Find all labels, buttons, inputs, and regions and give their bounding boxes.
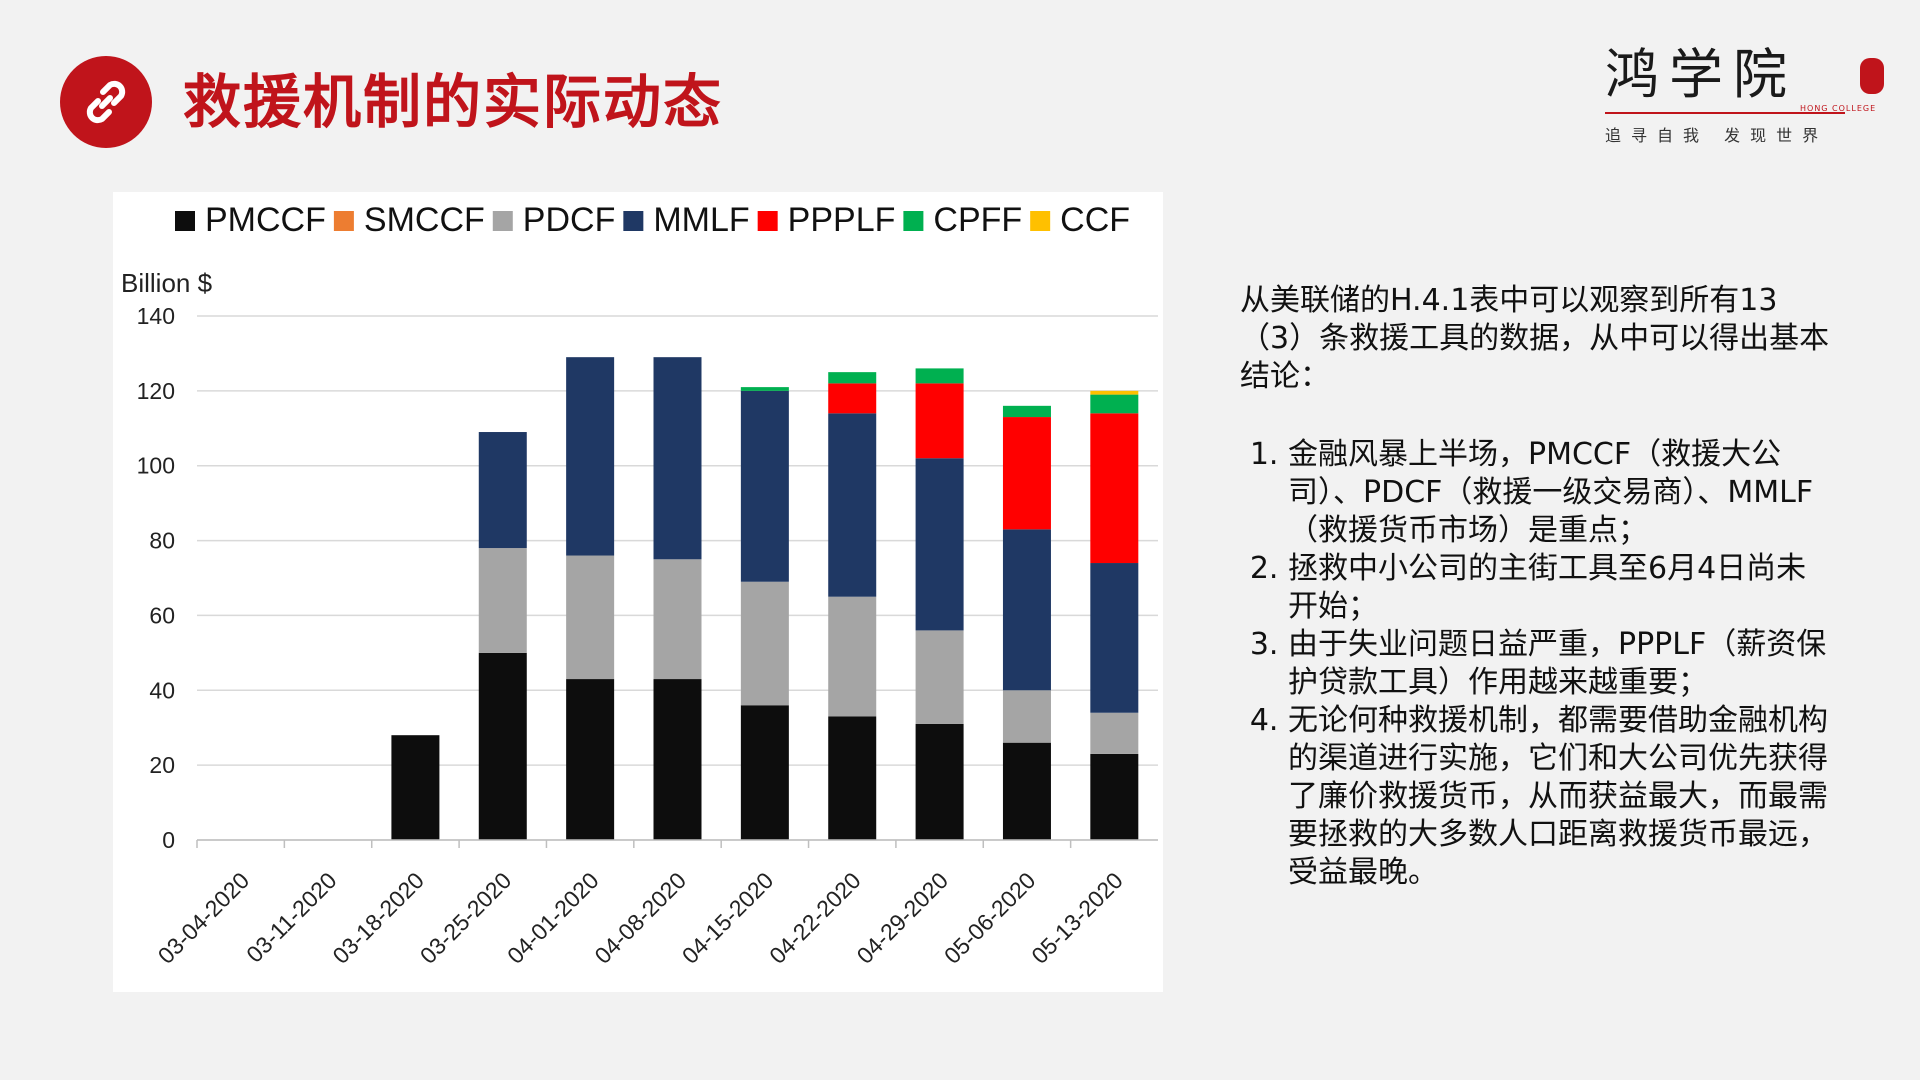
bar-pmccf bbox=[915, 723, 964, 840]
bar-mmlf bbox=[566, 357, 615, 556]
bar-ppplf bbox=[915, 383, 964, 459]
bar-mmlf bbox=[915, 458, 964, 631]
page-title: 救援机制的实际动态 bbox=[183, 68, 724, 136]
legend-swatch-mmlf bbox=[623, 211, 644, 231]
legend-label-smccf: SMCCF bbox=[364, 201, 485, 239]
stacked-bar-chart: 0 20 40 60 80 100 120 140 Billion $03-04-2020 03-… bbox=[113, 192, 1163, 992]
bar-cpff bbox=[1090, 394, 1139, 414]
x-tick-label: 04-15-2020 bbox=[677, 867, 779, 969]
x-tick-label: 03-25-2020 bbox=[415, 867, 517, 969]
bar-cpff bbox=[1002, 405, 1051, 418]
legend-swatch-pmccf bbox=[175, 211, 195, 231]
bar-pdcf bbox=[828, 596, 877, 717]
intro-paragraph: 从美联储的H.4.1表中可以观察到所有13（3）条救援工具的数据，从中可以得出基… bbox=[1240, 283, 1830, 394]
conclusion-text: 从美联储的H.4.1表中可以观察到所有13（3）条救援工具的数据，从中可以得出基… bbox=[1240, 282, 1830, 892]
legend-swatch-cpff bbox=[903, 211, 924, 231]
bar-pmccf bbox=[391, 735, 440, 840]
x-tick-label: 04-22-2020 bbox=[764, 867, 866, 969]
x-tick-label: 03-18-2020 bbox=[327, 867, 429, 969]
legend-label-mmlf: MMLF bbox=[653, 201, 749, 239]
bar-ppplf bbox=[1090, 413, 1139, 564]
bar-pmccf bbox=[478, 652, 527, 840]
bar-pmccf bbox=[1090, 753, 1139, 840]
legend-label-pdcf: PDCF bbox=[523, 201, 616, 239]
logo-slogan: 追寻自我 发现世界 bbox=[1605, 126, 1829, 145]
college-logo: 鸿学院 HONG COLLEGE 追寻自我 发现世界 bbox=[1605, 40, 1885, 150]
bar-pmccf bbox=[1002, 742, 1051, 840]
bar-ppplf bbox=[828, 383, 877, 414]
legend-label-pmccf: PMCCF bbox=[205, 201, 326, 239]
bar-pdcf bbox=[1090, 712, 1139, 754]
x-tick-label: 05-06-2020 bbox=[939, 867, 1041, 969]
x-tick-label: 05-13-2020 bbox=[1026, 867, 1128, 969]
y-tick-label: 120 bbox=[137, 378, 175, 404]
legend-swatch-ppplf bbox=[757, 211, 778, 231]
logo-name: 鸿学院 bbox=[1605, 43, 1797, 106]
y-axis-label: Billion $ bbox=[121, 268, 213, 298]
legend-swatch-pdcf bbox=[492, 211, 513, 231]
bar-pdcf bbox=[740, 581, 789, 706]
bar-ccf bbox=[1090, 390, 1139, 395]
y-tick-label: 100 bbox=[137, 453, 175, 479]
bar-pmccf bbox=[566, 679, 615, 840]
y-tick-label: 60 bbox=[149, 602, 175, 628]
bar-pdcf bbox=[478, 548, 527, 653]
bar-mmlf bbox=[653, 357, 702, 560]
x-tick-label: 04-08-2020 bbox=[589, 867, 691, 969]
x-tick-label: 03-11-2020 bbox=[241, 867, 341, 967]
bar-pmccf bbox=[828, 716, 877, 840]
conclusion-list: 金融风暴上半场，PMCCF（救援大公司）、PDCF（救援一级交易商）、MMLF（… bbox=[1240, 436, 1830, 892]
y-tick-label: 80 bbox=[149, 528, 175, 554]
bar-cpff bbox=[740, 387, 789, 391]
x-tick-label: 03-04-2020 bbox=[153, 867, 255, 969]
list-item: 拯救中小公司的主街工具至6月4日尚未开始； bbox=[1288, 550, 1830, 626]
legend-label-ccf: CCF bbox=[1060, 201, 1130, 239]
bar-mmlf bbox=[740, 390, 789, 582]
y-tick-label: 140 bbox=[137, 303, 175, 329]
bar-pdcf bbox=[915, 630, 964, 724]
bar-ppplf bbox=[1002, 417, 1051, 530]
bar-pdcf bbox=[566, 555, 615, 680]
y-tick-label: 0 bbox=[162, 827, 175, 853]
bar-mmlf bbox=[478, 432, 527, 549]
logo-divider bbox=[1605, 112, 1845, 114]
list-item: 由于失业问题日益严重，PPPLF（薪资保护贷款工具）作用越来越重要； bbox=[1288, 626, 1830, 702]
y-tick-label: 20 bbox=[149, 752, 175, 778]
bar-pdcf bbox=[1002, 690, 1051, 743]
logo-seal-icon bbox=[1860, 58, 1884, 94]
bar-mmlf bbox=[828, 413, 877, 597]
bar-pmccf bbox=[653, 679, 702, 840]
bar-mmlf bbox=[1090, 563, 1139, 713]
logo-sub: HONG COLLEGE bbox=[1800, 104, 1877, 113]
bar-mmlf bbox=[1002, 529, 1051, 691]
list-item: 金融风暴上半场，PMCCF（救援大公司）、PDCF（救援一级交易商）、MMLF（… bbox=[1288, 436, 1830, 550]
bar-cpff bbox=[915, 368, 964, 384]
bar-pdcf bbox=[653, 559, 702, 680]
y-tick-label: 40 bbox=[149, 677, 175, 703]
link-icon bbox=[60, 56, 152, 148]
list-item: 无论何种救援机制，都需要借助金融机构的渠道进行实施，它们和大公司优先获得了廉价救… bbox=[1288, 702, 1830, 892]
legend-label-cpff: CPFF bbox=[933, 201, 1022, 239]
bar-cpff bbox=[828, 372, 877, 384]
legend-swatch-smccf bbox=[333, 211, 354, 231]
x-tick-label: 04-29-2020 bbox=[852, 867, 954, 969]
legend-label-ppplf: PPPLF bbox=[788, 201, 896, 239]
legend-swatch-ccf bbox=[1030, 211, 1051, 231]
bar-pmccf bbox=[740, 705, 789, 840]
x-tick-label: 04-01-2020 bbox=[502, 867, 604, 969]
